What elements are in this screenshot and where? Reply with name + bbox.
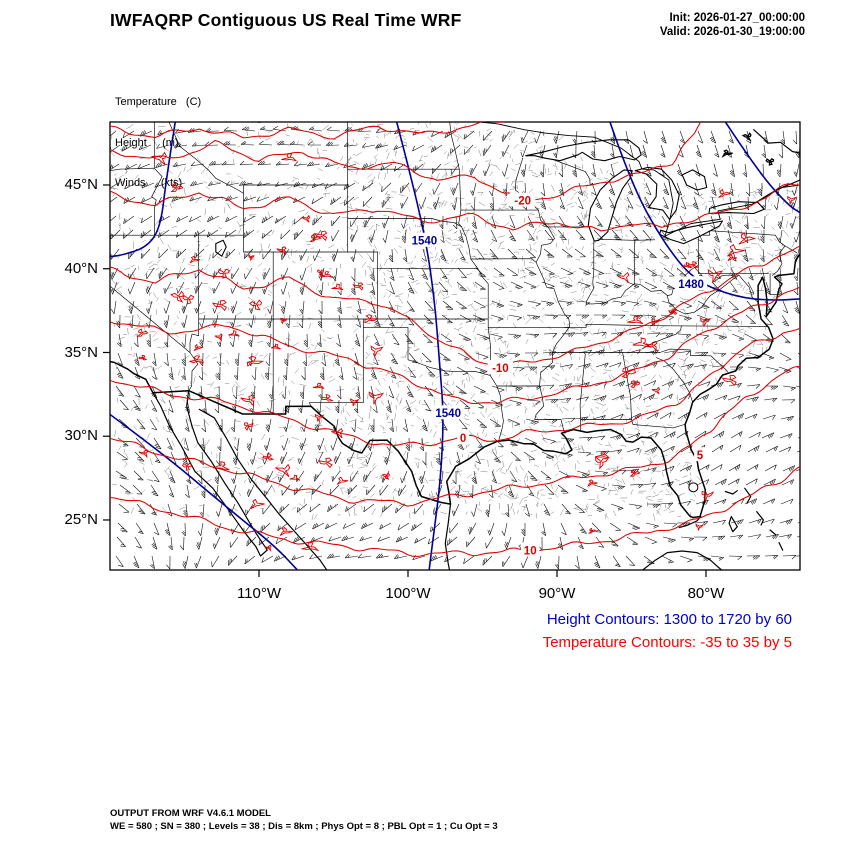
svg-text:10: 10 xyxy=(524,545,537,557)
footer-config-line: WE = 580 ; SN = 380 ; Levels = 38 ; Dis … xyxy=(110,821,498,832)
svg-text:1540: 1540 xyxy=(412,236,438,248)
weather-map: -20 1540 1480 -10 1540 0 5 10 xyxy=(103,121,801,577)
svg-text:-20: -20 xyxy=(514,195,531,207)
lake-okeechobee xyxy=(688,482,699,493)
page-title: IWFAQRP Contiguous US Real Time WRF xyxy=(110,10,462,30)
y-axis-label-35n: 35°N xyxy=(64,344,98,361)
y-axis-label-25n: 25°N xyxy=(64,511,98,528)
field-legend: Temperature (C) Height (m) Winds (kts) xyxy=(115,69,201,204)
valid-time: Valid: 2026-01-30_19:00:00 xyxy=(659,26,805,38)
contour-labels: -20 1540 1480 -10 1540 0 5 10 xyxy=(408,192,708,557)
svg-text:5: 5 xyxy=(697,450,704,462)
init-time: Init: 2026-01-27_00:00:00 xyxy=(669,12,805,24)
y-axis-label-45n: 45°N xyxy=(64,176,98,193)
contour-info: Height Contours: 1300 to 1720 by 60 Temp… xyxy=(543,608,792,654)
svg-text:1540: 1540 xyxy=(435,408,461,420)
svg-text:0: 0 xyxy=(460,433,466,445)
footer-model-line: OUTPUT FROM WRF V4.6.1 MODEL xyxy=(110,808,271,819)
temperature-contour-info: Temperature Contours: -35 to 35 by 5 xyxy=(542,634,792,651)
temperature-contours xyxy=(110,122,800,558)
great-lakes xyxy=(215,139,765,493)
svg-text:1480: 1480 xyxy=(678,279,704,291)
height-contours xyxy=(110,122,800,570)
x-axis-label-80w: 80°W xyxy=(687,585,725,602)
x-axis-label-100w: 100°W xyxy=(385,585,431,602)
x-axis-label-110w: 110°W xyxy=(236,585,282,602)
run-info: Init: 2026-01-27_00:00:00 Valid: 2026-01… xyxy=(660,11,805,39)
x-axis-label-90w: 90°W xyxy=(538,585,576,602)
y-axis-label-40n: 40°N xyxy=(64,260,98,277)
y-axis-label-30n: 30°N xyxy=(64,427,98,444)
legend-temperature: Temperature (C) xyxy=(115,96,202,108)
height-contour-info: Height Contours: 1300 to 1720 by 60 xyxy=(546,611,792,628)
map-frame xyxy=(109,121,801,571)
svg-text:-10: -10 xyxy=(492,363,509,375)
model-footer: OUTPUT FROM WRF V4.6.1 MODEL WE = 580 ; … xyxy=(110,807,498,833)
